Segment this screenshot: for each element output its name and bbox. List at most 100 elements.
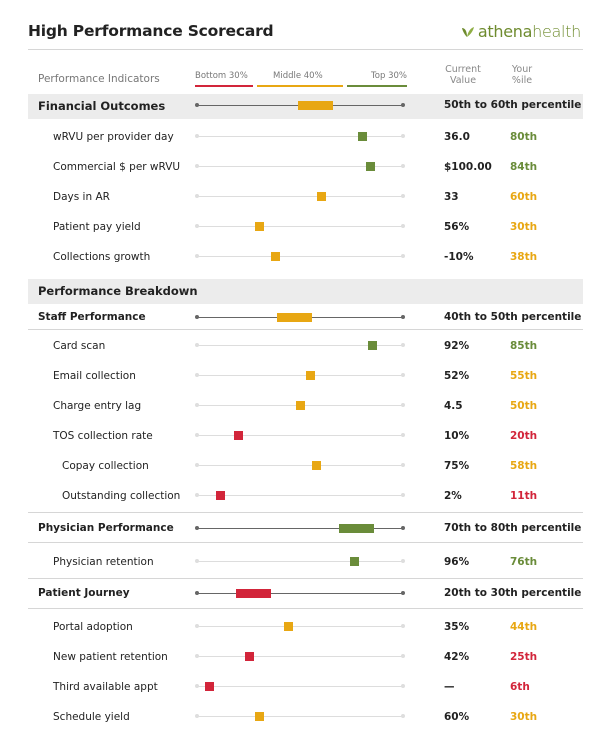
percentile-marker <box>350 557 359 566</box>
track-line <box>197 435 403 436</box>
percentile-track <box>195 652 405 662</box>
percentile-track <box>195 341 405 351</box>
current-value: 42% <box>444 651 470 663</box>
indicator-name: wRVU per provider day <box>53 131 174 143</box>
track-end-dot <box>401 134 405 138</box>
percentile-track <box>195 192 405 202</box>
percentile-marker <box>271 252 280 261</box>
percentile-value: 6th <box>510 681 530 693</box>
track-start-dot <box>195 224 199 228</box>
track-start-dot <box>195 654 199 658</box>
percentile-marker <box>205 682 214 691</box>
indicator-row: TOS collection rate 10% 20th <box>28 428 583 446</box>
percentile-track <box>195 682 405 692</box>
header-divider <box>28 49 583 50</box>
indicator-name: TOS collection rate <box>53 430 153 442</box>
indicator-row: Schedule yield 60% 30th <box>28 709 583 727</box>
track-end-dot <box>401 624 405 628</box>
indicator-name: Copay collection <box>62 460 149 472</box>
percentile-marker <box>255 222 264 231</box>
percentile-value: 85th <box>510 340 538 352</box>
logo-text-athena: athena <box>477 22 533 41</box>
track-start-dot <box>195 403 199 407</box>
indicator-name: Commercial $ per wRVU <box>53 161 181 173</box>
current-value-label-line1: Current <box>445 64 481 75</box>
percentile-marker <box>312 461 321 470</box>
indicator-row: Third available appt — 6th <box>28 679 583 697</box>
indicator-row: Physician retention 96% 76th <box>28 554 583 572</box>
percentile-track <box>195 162 405 172</box>
track-line <box>197 256 403 257</box>
percentile-track <box>195 712 405 722</box>
legend-bottom-bar <box>195 85 253 87</box>
track-line <box>197 196 403 197</box>
percentile-value: 50th <box>510 400 538 412</box>
indicator-name: Collections growth <box>53 251 151 263</box>
patient-journey-row: Patient Journey 20th to 30th percentile <box>28 584 583 604</box>
track-end-dot <box>401 224 405 228</box>
track-line <box>197 345 403 346</box>
track-end-dot <box>401 526 405 530</box>
indicator-name: Patient pay yield <box>53 221 141 233</box>
track-end-dot <box>401 403 405 407</box>
physician-performance-row: Physician Performance 70th to 80th percen… <box>28 519 583 539</box>
indicator-row: Days in AR 33 60th <box>28 189 583 207</box>
indicator-name: Email collection <box>53 370 136 382</box>
section-title: Financial Outcomes <box>38 99 166 113</box>
track-end-dot <box>401 493 405 497</box>
current-value-column-label: Current Value <box>438 64 488 86</box>
percentile-track <box>195 622 405 632</box>
track-line <box>197 716 403 717</box>
range-text: 40th to 50th percentile <box>444 311 582 323</box>
indicator-row: Copay collection 75% 58th <box>28 458 583 476</box>
track-line <box>197 465 403 466</box>
indicator-row: wRVU per provider day 36.0 80th <box>28 129 583 147</box>
group-title: Staff Performance <box>38 311 146 323</box>
indicator-name: New patient retention <box>53 651 168 663</box>
percentile-marker <box>216 491 225 500</box>
current-value-label-line2: Value <box>449 75 477 86</box>
current-value: 92% <box>444 340 470 352</box>
track-start-dot <box>195 103 199 107</box>
percentile-track <box>195 589 405 599</box>
track-end-dot <box>401 654 405 658</box>
indicator-name: Days in AR <box>53 191 110 203</box>
group-title: Physician Performance <box>38 522 174 534</box>
range-band <box>298 101 333 110</box>
track-start-dot <box>195 343 199 347</box>
track-line <box>197 626 403 627</box>
indicator-row: Card scan 92% 85th <box>28 338 583 356</box>
percentile-track <box>195 401 405 411</box>
track-end-dot <box>401 343 405 347</box>
track-end-dot <box>401 164 405 168</box>
current-value: 10% <box>444 430 470 442</box>
group-divider <box>28 329 583 330</box>
indicator-name: Third available appt <box>53 681 158 693</box>
indicators-column-label: Performance Indicators <box>38 73 160 85</box>
track-end-dot <box>401 684 405 688</box>
track-start-dot <box>195 315 199 319</box>
track-start-dot <box>195 714 199 718</box>
percentile-legend: Bottom 30% Middle 40% Top 30% <box>195 71 407 91</box>
logo-text-health: health <box>532 22 581 41</box>
percentile-value: 58th <box>510 460 538 472</box>
percentile-track <box>195 252 405 262</box>
athenahealth-logo: athena health <box>461 22 581 41</box>
track-start-dot <box>195 684 199 688</box>
current-value: 75% <box>444 460 470 472</box>
indicator-name: Card scan <box>53 340 106 352</box>
section-title: Performance Breakdown <box>38 284 198 298</box>
percentile-track <box>195 431 405 441</box>
group-divider <box>28 578 583 579</box>
track-start-dot <box>195 373 199 377</box>
track-start-dot <box>195 559 199 563</box>
percentile-track <box>195 101 405 111</box>
track-line <box>197 686 403 687</box>
range-text: 70th to 80th percentile <box>444 522 582 534</box>
percentile-marker <box>358 132 367 141</box>
track-start-dot <box>195 463 199 467</box>
track-end-dot <box>401 559 405 563</box>
indicator-name: Portal adoption <box>53 621 133 633</box>
percentile-value: 60th <box>510 191 538 203</box>
track-line <box>197 375 403 376</box>
